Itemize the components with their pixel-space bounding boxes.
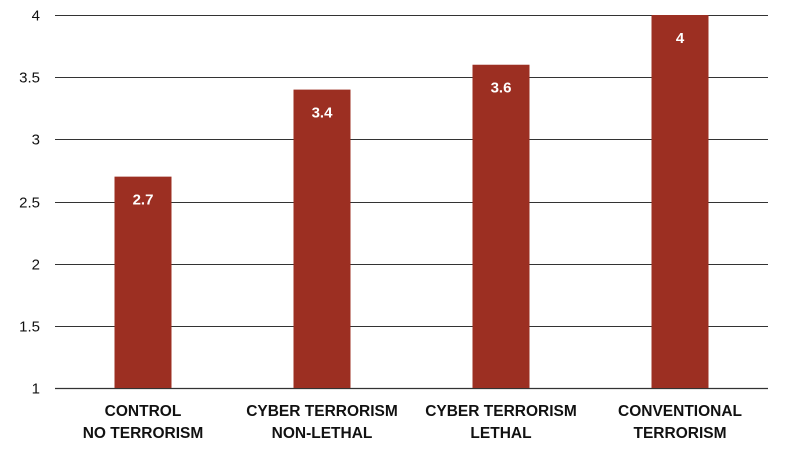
y-tick-label: 4 (32, 8, 40, 25)
bars (114, 15, 709, 388)
data-labels: 2.7 3.4 3.6 4 (133, 30, 685, 209)
bar (651, 15, 709, 388)
data-label: 4 (676, 30, 685, 47)
data-label: 3.4 (312, 105, 334, 122)
data-label: 3.6 (491, 80, 512, 97)
bar (472, 64, 530, 388)
bar (114, 176, 172, 388)
category-label: CYBER TERRORISM LETHAL (425, 403, 577, 442)
y-axis-tick-labels: 1 1.5 2 2.5 3 3.5 4 (19, 8, 40, 398)
y-tick-label: 3.5 (19, 70, 40, 87)
data-label: 2.7 (133, 192, 154, 209)
y-tick-label: 2 (32, 257, 40, 274)
gridlines (55, 15, 768, 390)
category-label: CONVENTIONAL TERRORISM (618, 403, 742, 442)
category-label: CONTROL NO TERRORISM (83, 403, 204, 442)
x-axis-category-labels: CONTROL NO TERRORISM CYBER TERRORISM NON-LE… (83, 403, 742, 442)
bar (293, 89, 351, 388)
y-tick-label: 2.5 (19, 195, 40, 212)
y-tick-label: 1.5 (19, 319, 40, 336)
category-label: CYBER TERRORISM NON-LETHAL (246, 403, 398, 442)
y-tick-label: 1 (32, 381, 40, 398)
y-tick-label: 3 (32, 132, 40, 149)
